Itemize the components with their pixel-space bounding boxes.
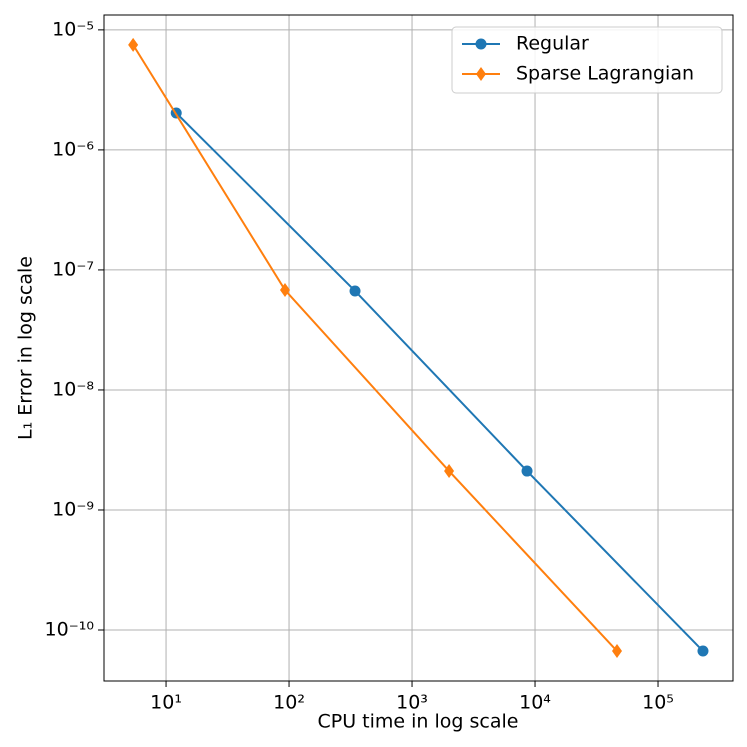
x-tick-label: 10⁴ — [519, 692, 551, 714]
y-tick-label: 10⁻⁹ — [52, 498, 94, 520]
y-tick-label: 10⁻⁶ — [52, 138, 94, 160]
legend-marker — [475, 38, 487, 50]
legend-marker — [476, 67, 486, 81]
legend-label: Sparse Lagrangian — [516, 63, 694, 85]
marker — [521, 465, 533, 477]
plot-frame — [103, 14, 734, 682]
y-tick-label: 10⁻⁵ — [52, 18, 94, 40]
marker — [444, 464, 455, 479]
x-axis-label: CPU time in log scale — [318, 711, 519, 733]
y-axis-label: L₁ Error in log scale — [15, 256, 37, 440]
x-tick-label: 10¹ — [150, 692, 182, 714]
x-tick-label: 10³ — [396, 692, 428, 714]
series-line — [132, 44, 618, 652]
x-tick-label: 10⁵ — [642, 692, 674, 714]
x-tick-label: 10² — [273, 692, 305, 714]
legend-box — [451, 26, 723, 94]
legend-label: Regular — [516, 33, 589, 55]
marker — [279, 283, 290, 298]
marker — [612, 644, 623, 659]
series-line — [175, 112, 704, 652]
y-tick-label: 10⁻¹⁰ — [45, 619, 94, 641]
marker — [349, 285, 361, 297]
marker — [697, 645, 709, 657]
marker — [128, 37, 139, 52]
y-tick-label: 10⁻⁷ — [52, 258, 94, 280]
y-tick-label: 10⁻⁸ — [52, 378, 94, 400]
